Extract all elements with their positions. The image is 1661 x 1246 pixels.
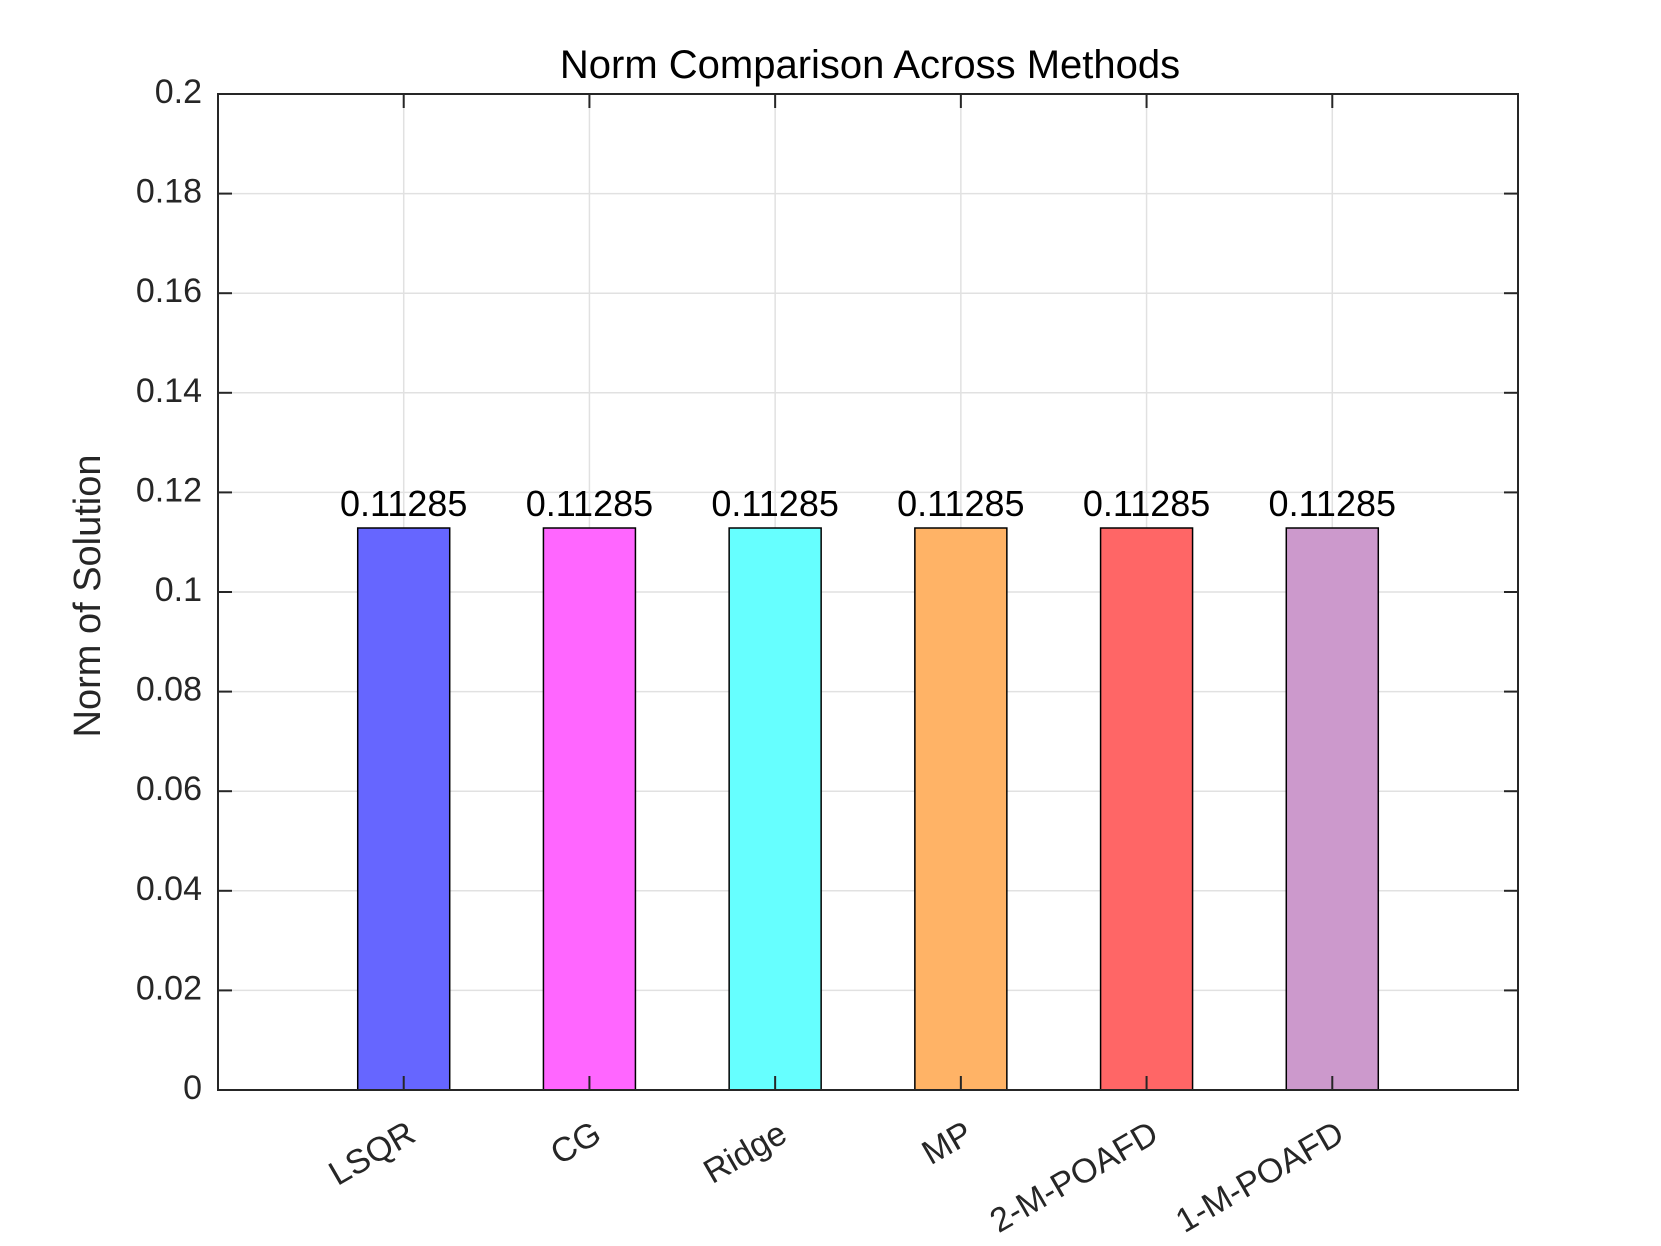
- y-tick-label: 0.14: [136, 372, 202, 410]
- x-tick-label: 2-M-POAFD: [984, 1114, 1165, 1240]
- bar-ridge: [728, 527, 822, 1091]
- chart-title: Norm Comparison Across Methods: [560, 43, 1180, 87]
- y-tick-label: 0.02: [136, 969, 202, 1007]
- bar-data-label: 0.11285: [1269, 483, 1396, 524]
- y-tick-label: 0.18: [136, 173, 202, 211]
- x-tick-label: Ridge: [697, 1114, 793, 1191]
- y-tick-label: 0: [183, 1069, 202, 1107]
- x-tick-label: CG: [544, 1114, 607, 1172]
- axes-layer: [217, 93, 1519, 1091]
- y-tick-label: 0.1: [155, 571, 202, 609]
- bar-data-label: 0.11285: [897, 483, 1024, 524]
- x-tick-label: LSQR: [323, 1114, 422, 1193]
- y-tick-label: 0.06: [136, 770, 202, 808]
- bar-data-label: 0.11285: [526, 483, 653, 524]
- x-tick-label: 1-M-POAFD: [1169, 1114, 1350, 1240]
- y-tick-label: 0.04: [136, 870, 202, 908]
- bar-data-label: 0.11285: [340, 483, 467, 524]
- x-tick-label: MP: [916, 1114, 979, 1172]
- bar-lsqr: [356, 527, 451, 1091]
- y-tick-label: 0.08: [136, 671, 202, 709]
- y-tick-label: 0.12: [136, 471, 202, 509]
- bar-2-m-poafd: [1099, 527, 1194, 1091]
- bars-layer: [356, 527, 1380, 1091]
- bar-data-label: 0.11285: [1083, 483, 1210, 524]
- bar-1-m-poafd: [1285, 527, 1380, 1091]
- y-tick-label: 0.16: [136, 272, 202, 310]
- bar-mp: [914, 527, 1008, 1091]
- y-axis-title: Norm of Solution: [67, 454, 109, 737]
- y-tick-label: 0.2: [155, 73, 202, 111]
- plot-area-frame: [217, 93, 1519, 1091]
- bar-cg: [542, 527, 637, 1091]
- bar-data-label: 0.11285: [711, 483, 838, 524]
